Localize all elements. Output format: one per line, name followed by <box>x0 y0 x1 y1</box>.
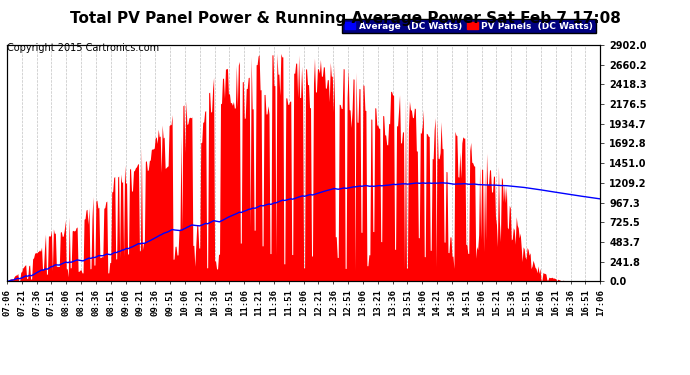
Text: Total PV Panel Power & Running Average Power Sat Feb 7 17:08: Total PV Panel Power & Running Average P… <box>70 11 620 26</box>
Legend: Average  (DC Watts), PV Panels  (DC Watts): Average (DC Watts), PV Panels (DC Watts) <box>342 19 595 33</box>
Text: Copyright 2015 Cartronics.com: Copyright 2015 Cartronics.com <box>7 43 159 53</box>
